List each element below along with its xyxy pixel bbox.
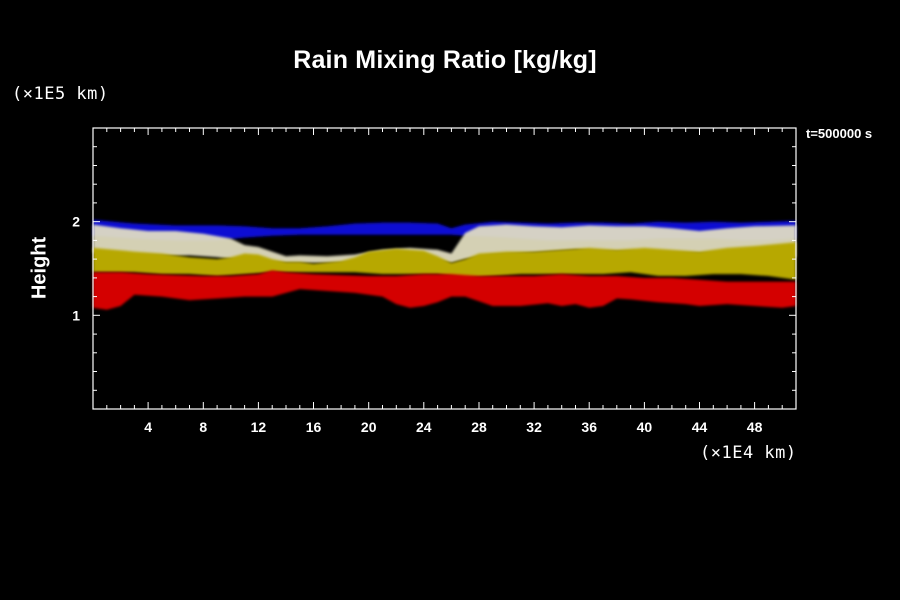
y-tick-label: 1 xyxy=(72,307,80,323)
x-tick-label: 20 xyxy=(361,419,377,435)
axis-ticks xyxy=(93,128,796,409)
chart-title: Rain Mixing Ratio [kg/kg] xyxy=(293,46,597,74)
field-layer-3 xyxy=(93,242,796,280)
x-tick-label: 24 xyxy=(416,419,432,435)
x-tick-label: 36 xyxy=(581,419,597,435)
x-tick-label: 8 xyxy=(199,419,207,435)
field-layers xyxy=(93,219,796,310)
y-axis-unit: (×1E5 km) xyxy=(12,84,109,104)
field-layer-4 xyxy=(93,270,796,310)
y-tick-label: 2 xyxy=(72,214,80,230)
field-layer-2 xyxy=(93,224,796,263)
x-tick-label: 40 xyxy=(637,419,653,435)
x-axis-unit: (×1E4 km) xyxy=(700,443,797,463)
plot-frame xyxy=(92,127,797,410)
x-tick-label: 28 xyxy=(471,419,487,435)
x-tick-label: 12 xyxy=(251,419,267,435)
x-tick-label: 16 xyxy=(306,419,322,435)
x-tick-label: 4 xyxy=(144,419,152,435)
x-tick-label: 44 xyxy=(692,419,708,435)
x-tick-label: 32 xyxy=(526,419,542,435)
x-tick-label: 48 xyxy=(747,419,763,435)
time-annotation: t=500000 s xyxy=(806,126,873,141)
